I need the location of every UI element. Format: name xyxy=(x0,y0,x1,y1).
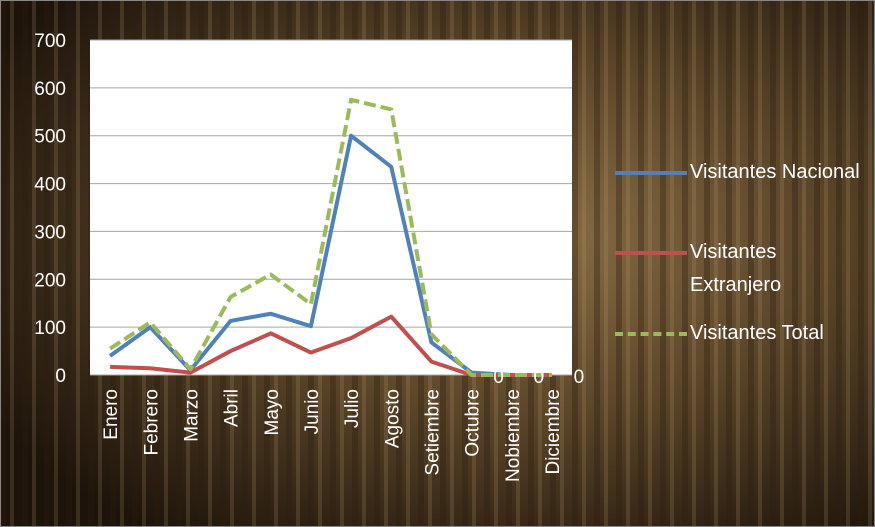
x-tick-label: Julio xyxy=(342,389,363,428)
x-tick-label: Abril xyxy=(222,389,243,427)
y-tick-label: 200 xyxy=(34,270,66,291)
plot-area xyxy=(90,40,572,375)
y-tick-label: 100 xyxy=(34,318,66,339)
legend-swatch xyxy=(615,251,687,255)
series-line xyxy=(108,97,552,377)
legend-label: Visitantes Nacional xyxy=(690,161,860,183)
legend-swatch xyxy=(615,332,687,336)
x-tick-label: Mayo xyxy=(262,389,283,435)
y-tick-label: 400 xyxy=(34,175,66,196)
x-tick-label: Octubre xyxy=(463,389,484,457)
x-tick-label: Agosto xyxy=(382,389,403,448)
data-label: 0 xyxy=(574,367,585,388)
y-tick-label: 0 xyxy=(55,366,66,387)
x-tick-label: Junio xyxy=(302,389,323,434)
data-label: 0 xyxy=(493,367,504,388)
y-tick-label: 300 xyxy=(34,222,66,243)
x-tick-label: Enero xyxy=(101,389,122,440)
x-tick-label: Marzo xyxy=(181,389,202,442)
y-tick-label: 500 xyxy=(34,127,66,148)
legend-label: Visitantes Extranjero xyxy=(690,241,782,296)
y-tick-label: 700 xyxy=(34,31,66,52)
data-label: 0 xyxy=(533,367,544,388)
y-tick-label: 600 xyxy=(34,79,66,100)
x-tick-label: Setiembre xyxy=(422,389,443,476)
x-tick-label: Diciembre xyxy=(543,389,564,475)
legend-label: Visitantes Total xyxy=(690,322,824,344)
x-tick-label: Nobiembre xyxy=(503,389,524,482)
legend-swatch xyxy=(615,171,687,175)
series-line xyxy=(110,314,552,377)
x-tick-label: Febrero xyxy=(141,389,162,456)
